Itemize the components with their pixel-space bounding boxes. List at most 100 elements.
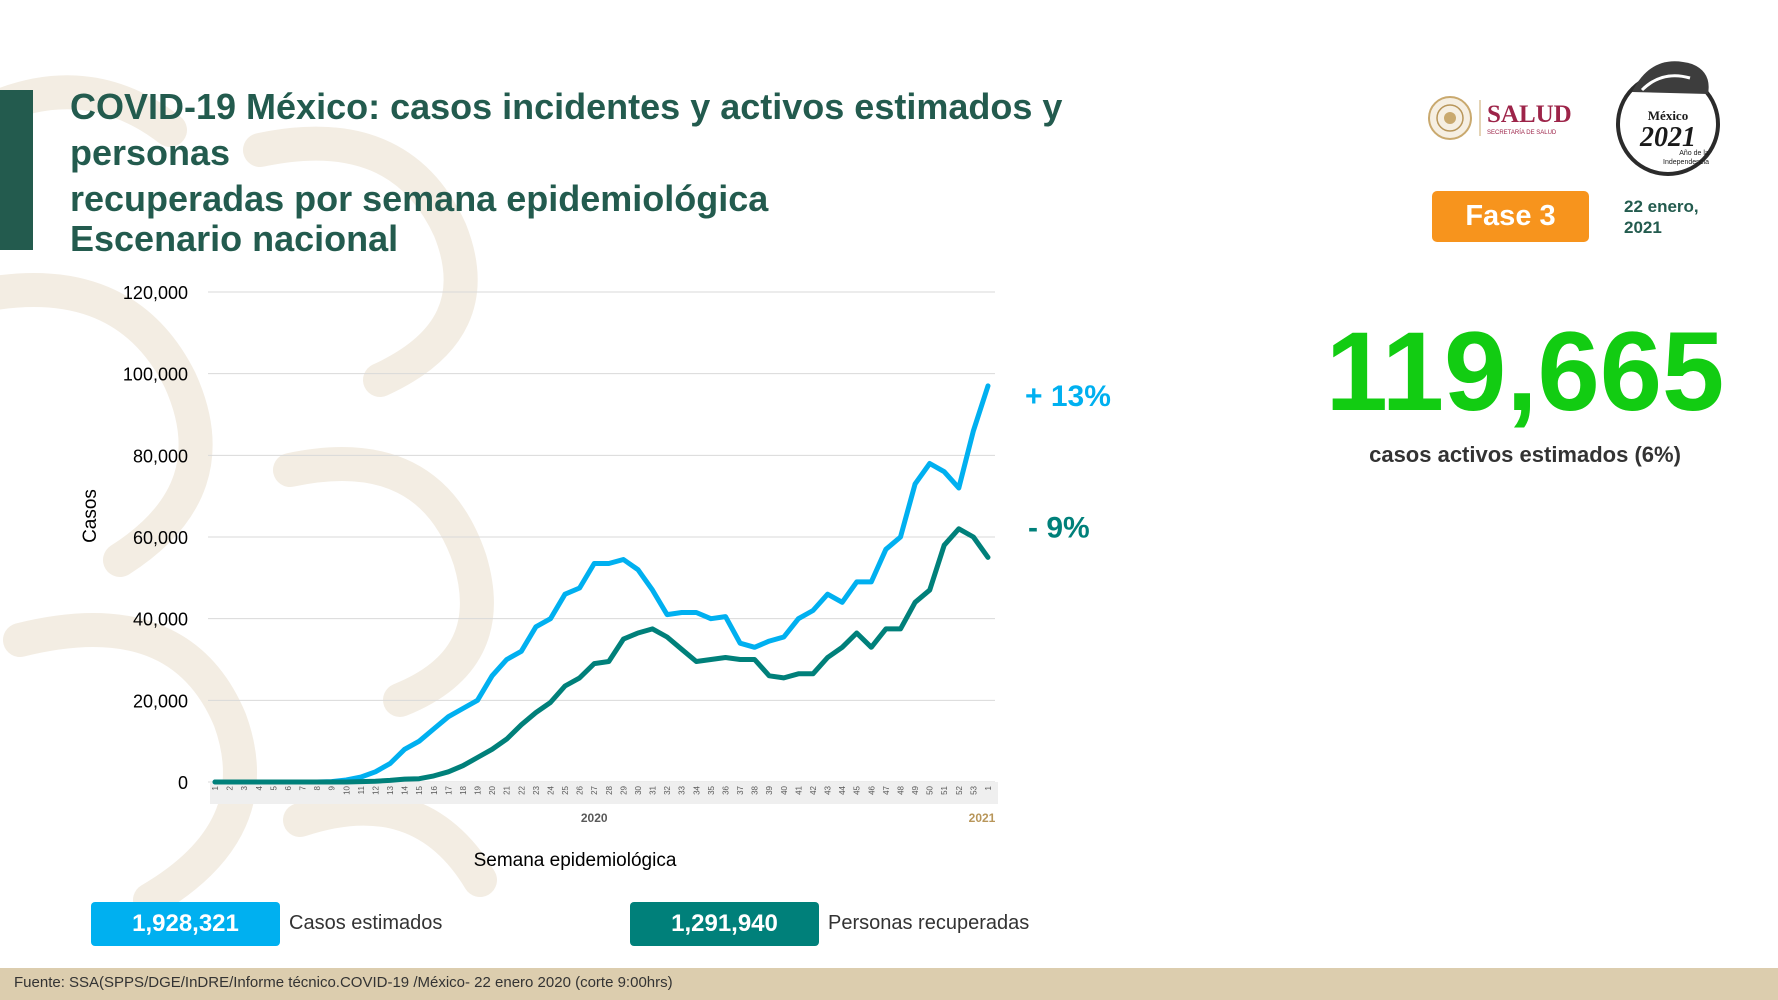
data-point [228,780,231,784]
x-year-label: 2021 [969,811,996,825]
data-point [388,762,392,765]
y-tick-label: 40,000 [133,610,188,630]
data-point [768,674,771,678]
data-point [432,774,435,778]
data-point [870,580,873,584]
x-tick-label: 23 [532,785,541,794]
data-point [899,535,902,539]
x-tick-label: 41 [794,785,803,794]
salud-wordmark: SALUD [1487,101,1572,128]
salud-logo: SALUD SECRETARÍA DE SALUD [1428,96,1572,140]
x-axis-ticks: 1 2 3 4 5 6 7 8 9 10 11 12 13 14 15 16 17 18 19 20 21 22 23 24 2… [211,785,993,794]
x-tick-label: 1 [984,785,993,790]
x-tick-label: 33 [678,785,687,794]
data-point [242,780,246,784]
data-point [826,592,829,596]
x-tick-label: 25 [561,785,570,794]
series-change-label: - 9% [1028,511,1090,544]
data-point [607,660,610,663]
data-point [461,764,465,767]
data-point [476,699,479,702]
chart-gridlines [208,291,995,783]
data-point [680,648,683,651]
data-point [534,711,538,714]
data-point [986,556,990,559]
data-point [680,611,683,614]
data-point [724,615,727,618]
title-line-1: COVID-19 México: casos incidentes y acti… [70,86,1063,173]
x-tick-label: 48 [896,785,905,794]
data-point [505,658,508,661]
x-tick-label: 9 [328,785,337,790]
x-tick-label: 21 [503,785,512,794]
x-tick-label: 28 [605,785,614,794]
data-point [972,535,975,539]
x-tick-label: 50 [926,785,935,794]
data-point [330,780,333,784]
data-point [315,780,319,784]
x-tick-label: 46 [867,785,876,794]
y-tick-label: 0 [178,773,188,793]
y-tick-label: 60,000 [133,528,188,548]
series-change-label: + 13% [1025,380,1111,413]
chart-series [212,383,991,785]
x-tick-label: 35 [707,785,716,794]
active-cases-caption: casos activos estimados (6%) [1369,442,1681,467]
emblem-line-4: Independencia [1663,159,1709,166]
x-axis-band [210,782,998,804]
page-subtitle: Escenario nacional [70,218,399,259]
x-axis-label: Semana epidemiológica [474,850,677,870]
cases-line-chart: 020,00040,00060,00080,000100,000120,000 … [80,283,1111,870]
x-tick-label: 12 [371,785,380,794]
data-point [928,462,931,465]
data-point [563,592,567,596]
series-change-labels: + 13% - 9% [1025,380,1111,544]
x-tick-label: 31 [649,785,658,794]
legend-estimated-label: Casos estimados [289,912,443,934]
data-point [913,482,917,486]
data-point [374,779,377,783]
y-tick-label: 80,000 [133,446,188,466]
background-pattern [0,75,497,917]
x-tick-label: 42 [809,785,818,794]
data-point [257,780,260,784]
x-tick-label: 15 [415,785,424,794]
data-point [797,672,800,675]
footer-band: Fuente: SSA(SPPS/DGE/InDRE/Informe técni… [0,968,1778,1000]
data-point [213,780,217,784]
phase-badge: Fase 3 [1432,191,1589,242]
data-point [753,646,756,649]
footer-source: Fuente: SSA(SPPS/DGE/InDRE/Informe técni… [14,974,673,991]
x-tick-label: 16 [430,785,439,794]
data-point [651,588,654,592]
data-point [782,635,786,639]
data-point [724,656,727,659]
data-point [578,676,581,680]
data-point [695,660,698,663]
x-tick-label: 36 [721,785,730,794]
x-tick-label: 34 [692,785,701,794]
data-point [272,780,275,784]
emblem-line-1: México [1648,108,1688,123]
data-point [374,770,377,773]
y-tick-label: 100,000 [123,365,188,385]
x-tick-label: 18 [459,785,468,794]
data-point [593,562,596,565]
data-point [782,676,786,680]
x-tick-label: 29 [619,785,628,794]
data-point [461,707,465,710]
data-point [665,613,669,616]
data-point [345,780,348,784]
x-tick-label: 37 [736,785,745,794]
x-tick-label: 40 [780,785,789,794]
y-tick-label: 20,000 [133,691,188,711]
data-point [490,674,494,678]
data-point [840,601,844,604]
data-point [709,617,713,620]
data-point [797,617,800,620]
x-tick-label: 20 [488,785,497,794]
data-point [432,727,435,731]
x-tick-label: 26 [576,785,585,794]
data-point [768,639,771,643]
